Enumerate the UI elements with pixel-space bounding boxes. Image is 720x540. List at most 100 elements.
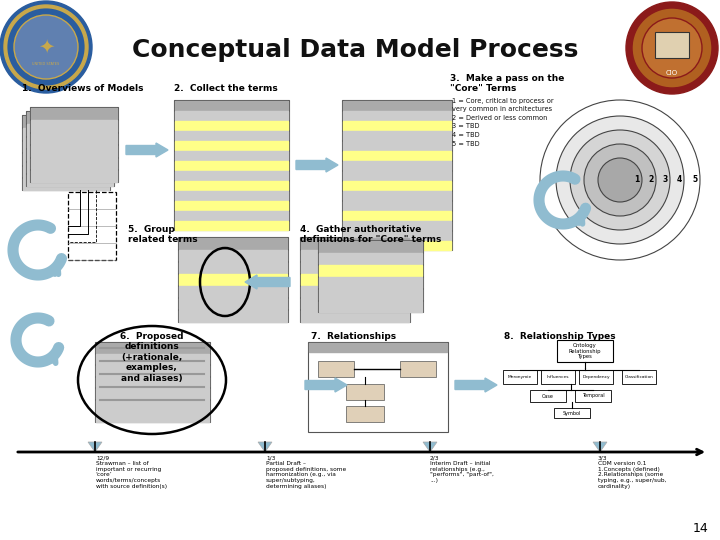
Text: 2/3
Interim Draft – initial
relationships (e.g.,
"performs", "part-of",
...): 2/3 Interim Draft – initial relationship… — [430, 455, 494, 483]
Bar — [301, 249, 409, 261]
Bar — [27, 149, 113, 160]
Bar — [319, 288, 422, 300]
Bar — [301, 238, 409, 248]
Bar — [31, 170, 117, 181]
Bar — [319, 276, 422, 287]
Bar — [319, 300, 422, 312]
Bar — [179, 274, 287, 285]
Text: 7.  Relationships: 7. Relationships — [312, 332, 397, 341]
Bar — [309, 343, 447, 352]
Bar — [343, 120, 451, 130]
Polygon shape — [593, 442, 607, 452]
Bar — [96, 354, 209, 364]
Bar — [175, 191, 288, 199]
Bar — [0, 0, 720, 80]
Text: 3/3
CDM version 0.1
1.Concepts (defined)
2.Relationships (some
typing, e.g., sup: 3/3 CDM version 0.1 1.Concepts (defined)… — [598, 455, 667, 489]
Circle shape — [570, 130, 670, 230]
Bar — [530, 390, 566, 402]
Bar — [23, 140, 109, 152]
Bar — [301, 262, 409, 273]
FancyArrow shape — [305, 378, 347, 392]
Polygon shape — [88, 442, 102, 452]
Text: Meronymie: Meronymie — [508, 375, 532, 379]
Bar — [342, 100, 452, 250]
Text: Ontology
Relationship
Types: Ontology Relationship Types — [569, 343, 601, 359]
Polygon shape — [423, 442, 437, 452]
Bar — [346, 406, 384, 422]
Bar — [175, 220, 288, 230]
Bar — [343, 160, 451, 170]
Text: Conceptual Data Model Process: Conceptual Data Model Process — [132, 38, 578, 62]
Bar — [179, 286, 287, 297]
Polygon shape — [258, 442, 272, 452]
Bar — [346, 384, 384, 400]
Bar — [179, 310, 287, 321]
Circle shape — [584, 144, 656, 216]
Bar — [318, 240, 423, 312]
Bar — [175, 180, 288, 190]
Bar — [31, 107, 117, 119]
Bar — [622, 370, 656, 384]
Circle shape — [626, 2, 718, 94]
Text: Case: Case — [542, 394, 554, 399]
Text: 4: 4 — [676, 176, 682, 185]
Bar — [68, 192, 116, 260]
Bar — [343, 231, 451, 240]
Bar — [23, 153, 109, 165]
Bar — [27, 124, 113, 136]
Bar — [175, 140, 288, 150]
Text: 6.  Proposed
definitions
(+rationale,
examples,
and aliases): 6. Proposed definitions (+rationale, exa… — [120, 332, 184, 383]
Bar — [308, 342, 448, 432]
Bar — [301, 298, 409, 309]
Bar — [343, 180, 451, 190]
Bar — [175, 151, 288, 159]
Text: 4.  Gather authoritative
definitions for "Core" terms: 4. Gather authoritative definitions for … — [300, 225, 441, 245]
Bar — [174, 100, 289, 230]
Bar — [503, 370, 537, 384]
Bar — [178, 237, 288, 322]
Text: 5.  Group
related terms: 5. Group related terms — [128, 225, 197, 245]
Bar — [31, 158, 117, 169]
Bar — [343, 151, 451, 159]
Bar — [31, 145, 117, 157]
Bar — [318, 361, 354, 377]
Bar — [175, 100, 288, 110]
FancyArrow shape — [126, 143, 168, 157]
Circle shape — [0, 1, 92, 93]
Bar — [179, 238, 287, 248]
Bar — [655, 32, 689, 58]
Text: 3.  Make a pass on the
"Core" Terms: 3. Make a pass on the "Core" Terms — [450, 73, 564, 93]
Text: 8.  Relationship Types: 8. Relationship Types — [504, 332, 616, 341]
Bar — [27, 111, 113, 123]
Bar — [23, 116, 109, 127]
Bar — [175, 131, 288, 139]
FancyArrow shape — [245, 275, 290, 289]
Bar — [400, 361, 436, 377]
Bar — [301, 310, 409, 321]
Bar — [22, 115, 110, 190]
Circle shape — [6, 7, 86, 87]
Bar — [343, 220, 451, 230]
Bar — [95, 342, 210, 422]
Bar — [27, 161, 113, 173]
Bar — [175, 111, 288, 119]
Text: CIO: CIO — [666, 70, 678, 76]
Bar — [175, 120, 288, 130]
Bar — [557, 340, 613, 362]
Bar — [343, 211, 451, 219]
Circle shape — [642, 18, 702, 78]
Text: 2: 2 — [649, 176, 654, 185]
Text: ✦: ✦ — [38, 37, 54, 57]
Circle shape — [556, 116, 684, 244]
Bar — [301, 286, 409, 297]
Text: 12/9
Strawman – list of
important or recurring
‘core’
words/terms/concepts
with : 12/9 Strawman – list of important or rec… — [96, 455, 167, 489]
Text: 1.  Overviews of Models: 1. Overviews of Models — [22, 84, 143, 93]
Bar — [179, 298, 287, 309]
Circle shape — [540, 100, 700, 260]
Bar — [96, 400, 209, 410]
Bar — [343, 100, 451, 110]
Bar — [343, 140, 451, 150]
Bar — [343, 240, 451, 249]
Bar — [175, 160, 288, 170]
Text: Symbol: Symbol — [563, 410, 581, 415]
